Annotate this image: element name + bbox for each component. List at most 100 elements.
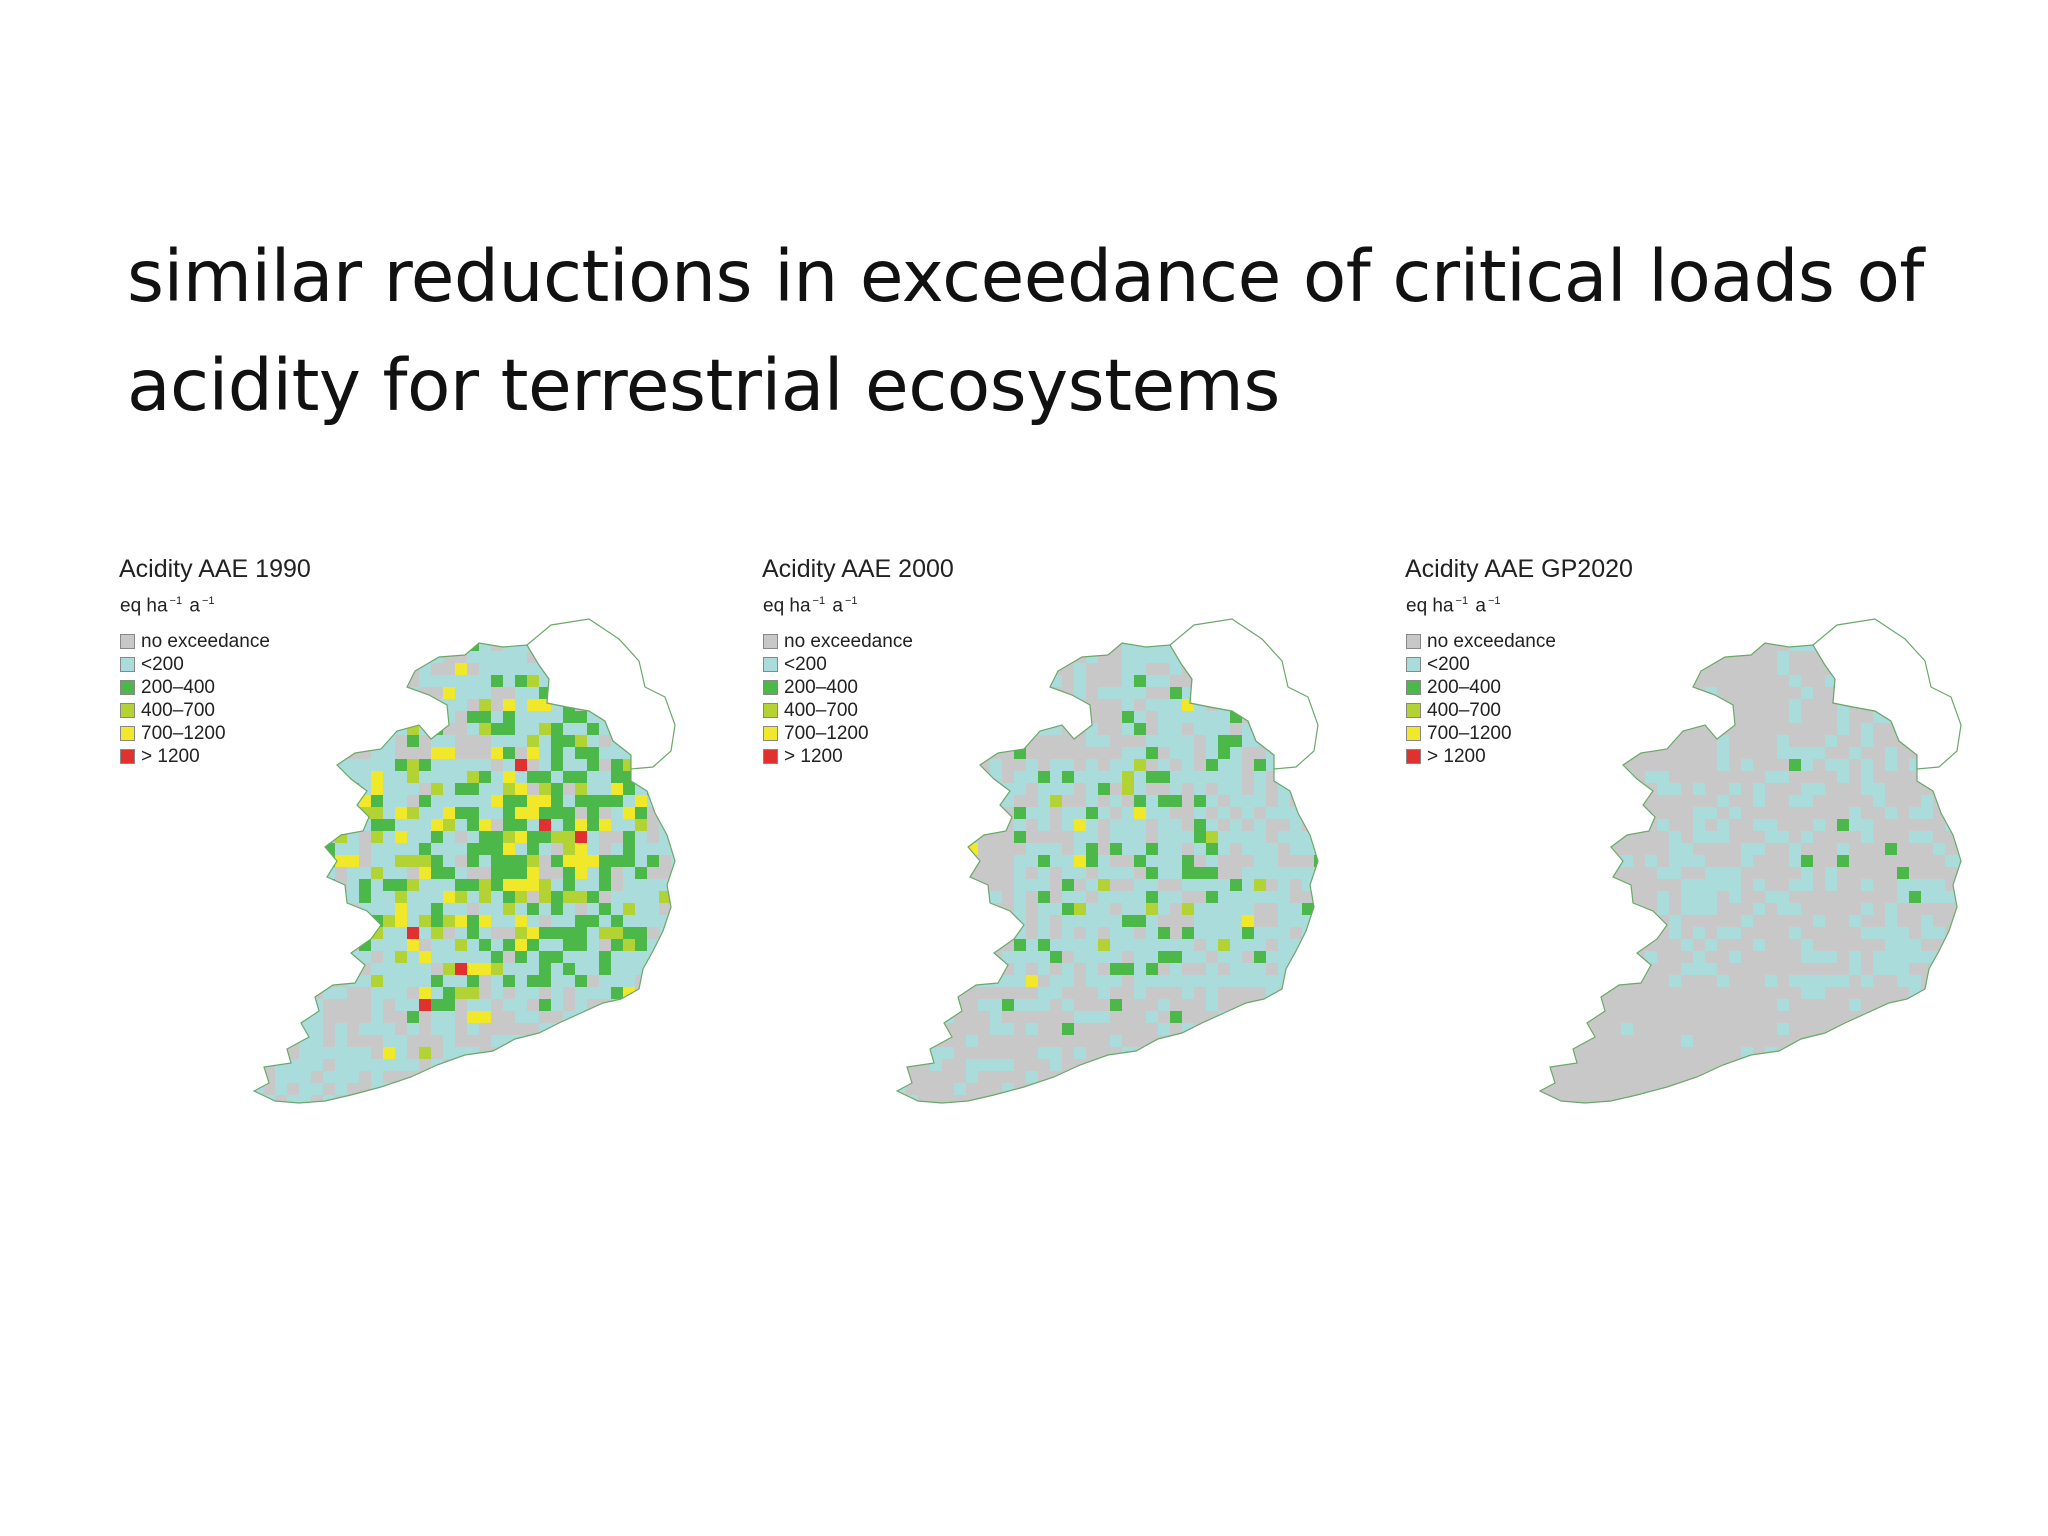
grid-cell bbox=[1561, 1023, 1573, 1035]
grid-cell bbox=[1873, 915, 1885, 927]
grid-cell bbox=[1549, 987, 1561, 999]
grid-cell bbox=[1254, 759, 1266, 771]
grid-cell bbox=[1110, 723, 1122, 735]
grid-cell bbox=[1693, 1023, 1705, 1035]
grid-cell bbox=[1609, 687, 1621, 699]
grid-cell bbox=[1765, 1035, 1777, 1047]
grid-cell bbox=[1741, 807, 1753, 819]
grid-cell bbox=[1669, 711, 1681, 723]
grid-cell bbox=[1753, 1011, 1765, 1023]
grid-cell bbox=[1074, 615, 1086, 627]
grid-cell bbox=[1609, 963, 1621, 975]
grid-cell bbox=[419, 867, 431, 879]
grid-cell bbox=[1266, 1047, 1278, 1059]
grid-cell bbox=[1789, 891, 1801, 903]
grid-cell bbox=[1098, 963, 1110, 975]
grid-cell bbox=[1693, 867, 1705, 879]
grid-cell bbox=[942, 1095, 954, 1103]
grid-cell bbox=[1849, 759, 1861, 771]
grid-cell bbox=[1014, 1071, 1026, 1083]
grid-cell bbox=[1230, 1011, 1242, 1023]
grid-cell bbox=[335, 867, 347, 879]
grid-cell bbox=[1765, 987, 1777, 999]
grid-cell bbox=[1122, 1071, 1134, 1083]
grid-cell bbox=[1741, 615, 1753, 627]
grid-cell bbox=[527, 999, 539, 1011]
grid-cell bbox=[563, 987, 575, 999]
grid-cell bbox=[1182, 1047, 1194, 1059]
grid-cell bbox=[1074, 927, 1086, 939]
grid-cell bbox=[1146, 891, 1158, 903]
grid-cell bbox=[1765, 867, 1777, 879]
grid-cell bbox=[491, 759, 503, 771]
grid-cell bbox=[239, 867, 251, 879]
grid-cell bbox=[1074, 643, 1086, 651]
grid-cell bbox=[1897, 1107, 1909, 1115]
grid-cell bbox=[419, 951, 431, 963]
grid-cell bbox=[1717, 711, 1729, 723]
grid-cell bbox=[918, 615, 930, 627]
grid-cell bbox=[551, 1059, 563, 1071]
grid-cell bbox=[539, 1059, 551, 1071]
grid-cell bbox=[1717, 1023, 1729, 1035]
grid-cell bbox=[1002, 855, 1014, 867]
grid-cell bbox=[335, 687, 347, 699]
grid-cell bbox=[1038, 1083, 1050, 1095]
grid-cell bbox=[1050, 807, 1062, 819]
grid-cell bbox=[1597, 879, 1609, 891]
legend-item-700-1200: 700–1200 bbox=[120, 722, 270, 745]
grid-cell bbox=[1969, 699, 1981, 711]
grid-cell bbox=[1693, 1095, 1705, 1103]
grid-cell bbox=[1302, 891, 1314, 903]
grid-cell bbox=[1621, 735, 1633, 747]
grid-cell bbox=[671, 615, 683, 627]
grid-cell bbox=[1537, 1107, 1549, 1115]
grid-cell bbox=[1170, 1023, 1182, 1035]
grid-cell bbox=[1609, 747, 1621, 759]
grid-cell bbox=[527, 747, 539, 759]
grid-cell bbox=[1573, 663, 1585, 675]
grid-cell bbox=[659, 1047, 671, 1059]
grid-cell bbox=[954, 771, 966, 783]
grid-cell bbox=[1789, 963, 1801, 975]
grid-cell bbox=[1729, 1083, 1741, 1095]
grid-cell bbox=[1765, 795, 1777, 807]
grid-cell bbox=[1050, 819, 1062, 831]
grid-cell bbox=[1146, 963, 1158, 975]
grid-cell bbox=[1693, 1011, 1705, 1023]
grid-cell bbox=[1933, 663, 1945, 675]
grid-cell bbox=[1540, 879, 1549, 891]
grid-cell bbox=[1825, 807, 1837, 819]
grid-cell bbox=[1561, 963, 1573, 975]
grid-cell bbox=[1302, 1083, 1314, 1095]
grid-cell bbox=[254, 975, 263, 987]
grid-cell bbox=[1585, 951, 1597, 963]
grid-cell bbox=[539, 891, 551, 903]
grid-cell bbox=[1969, 843, 1981, 855]
grid-cell bbox=[1314, 759, 1318, 771]
grid-cell bbox=[1741, 879, 1753, 891]
grid-cell bbox=[1182, 843, 1194, 855]
grid-cell bbox=[683, 1047, 695, 1059]
grid-cell bbox=[1540, 903, 1549, 915]
grid-cell bbox=[1585, 687, 1597, 699]
grid-cell bbox=[1561, 663, 1573, 675]
grid-cell bbox=[882, 987, 894, 999]
grid-cell bbox=[1242, 1047, 1254, 1059]
grid-cell bbox=[1597, 747, 1609, 759]
grid-cell bbox=[1813, 663, 1825, 675]
grid-cell bbox=[1945, 807, 1957, 819]
grid-cell bbox=[1753, 651, 1765, 663]
grid-cell bbox=[383, 699, 395, 711]
grid-cell bbox=[1314, 987, 1318, 999]
grid-cell bbox=[1825, 819, 1837, 831]
grid-cell bbox=[287, 975, 299, 987]
grid-cell bbox=[299, 663, 311, 675]
grid-cell bbox=[966, 747, 978, 759]
grid-cell bbox=[1194, 759, 1206, 771]
grid-cell bbox=[1621, 831, 1633, 843]
grid-cell bbox=[1705, 651, 1717, 663]
grid-cell bbox=[1921, 903, 1933, 915]
grid-cell bbox=[503, 747, 515, 759]
grid-cell bbox=[1849, 1047, 1861, 1059]
